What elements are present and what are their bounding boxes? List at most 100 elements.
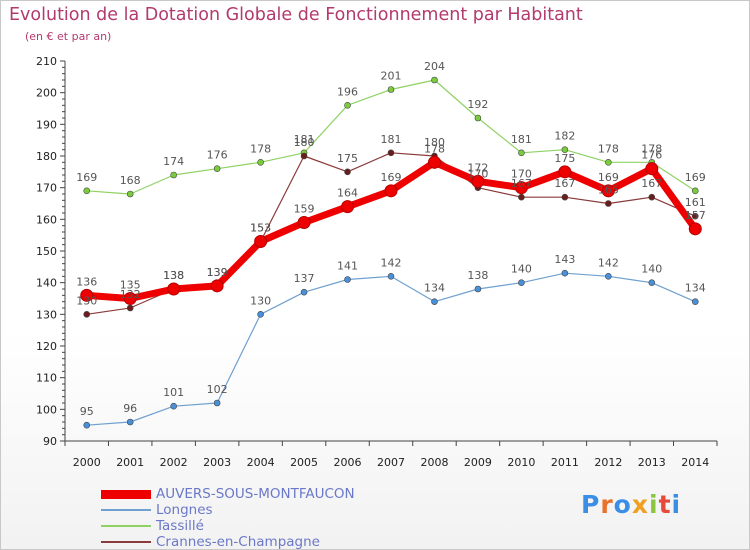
legend-label: Crannes-en-Champagne (156, 534, 320, 550)
data-label: 180 (424, 136, 445, 149)
data-label: 169 (598, 171, 619, 184)
logo-letter: P (581, 490, 601, 519)
data-label: 161 (685, 196, 706, 209)
data-point (431, 298, 438, 305)
data-label: 169 (685, 171, 706, 184)
data-point (300, 288, 308, 296)
data-label: 204 (424, 60, 445, 73)
data-label: 167 (554, 177, 575, 190)
data-point (83, 421, 91, 429)
y-tick-label: 180 (36, 150, 57, 163)
x-tick-label: 2009 (464, 456, 492, 469)
data-label: 138 (163, 269, 184, 282)
x-tick-label: 2011 (551, 456, 579, 469)
x-tick-label: 2007 (377, 456, 405, 469)
x-tick-label: 2002 (160, 456, 188, 469)
data-label: 102 (207, 383, 228, 396)
proxiti-logo: Proxiti (581, 490, 681, 519)
data-label: 175 (337, 152, 358, 165)
legend-label: AUVERS-SOUS-MONTFAUCON (156, 486, 355, 502)
data-point (518, 149, 525, 157)
data-label: 178 (250, 142, 271, 155)
x-tick-label: 2003 (203, 456, 231, 469)
data-label: 153 (250, 222, 271, 235)
data-label: 175 (554, 152, 575, 165)
data-point (257, 311, 264, 318)
data-point (648, 193, 656, 201)
x-tick-label: 2008 (420, 456, 448, 469)
chart-title: Evolution de la Dotation Globale de Fonc… (9, 5, 583, 25)
data-point (387, 86, 395, 93)
y-tick-label: 210 (36, 55, 57, 68)
data-label: 180 (294, 136, 315, 149)
x-tick-label: 2005 (290, 456, 318, 469)
data-point (518, 279, 525, 286)
y-tick-label: 200 (36, 87, 57, 100)
y-tick-label: 170 (36, 182, 57, 195)
data-point (561, 193, 569, 201)
data-label: 138 (163, 269, 184, 282)
data-point (80, 288, 94, 302)
data-point (561, 269, 569, 277)
data-label: 201 (381, 70, 402, 83)
data-point (558, 165, 572, 179)
data-point (648, 279, 656, 286)
logo-letter: o (613, 490, 632, 519)
data-label: 142 (381, 256, 402, 269)
data-label: 141 (337, 260, 358, 273)
x-tick-label: 2012 (594, 456, 622, 469)
data-point (123, 292, 137, 305)
x-tick-label: 2000 (73, 456, 101, 469)
data-label: 165 (598, 184, 619, 197)
data-label: 169 (76, 171, 97, 184)
data-label: 138 (467, 269, 488, 282)
y-tick-label: 110 (36, 372, 57, 385)
data-label: 101 (163, 386, 184, 399)
data-point (474, 285, 482, 293)
data-label: 196 (337, 85, 358, 98)
data-label: 140 (511, 263, 532, 276)
y-tick-label: 190 (36, 118, 57, 131)
data-point (387, 149, 395, 157)
data-point (601, 184, 615, 198)
data-point (167, 282, 181, 296)
y-tick-label: 100 (36, 403, 57, 416)
y-tick-label: 120 (36, 340, 57, 353)
data-point (474, 114, 482, 122)
y-tick-label: 150 (36, 245, 57, 258)
data-point (605, 159, 612, 166)
x-tick-label: 2004 (247, 456, 275, 469)
data-label: 181 (294, 133, 315, 146)
data-point (514, 181, 528, 195)
data-point (213, 165, 221, 172)
data-label: 143 (554, 253, 575, 266)
data-label: 170 (467, 168, 488, 181)
data-point (605, 200, 612, 207)
y-tick-label: 90 (43, 435, 57, 448)
data-label: 140 (641, 263, 662, 276)
data-point (344, 102, 351, 109)
data-label: 170 (511, 168, 532, 181)
chart-subtitle: (en € et par an) (25, 30, 112, 43)
legend-swatch (101, 541, 151, 543)
data-label: 130 (76, 294, 97, 307)
logo-letter: x (631, 490, 649, 519)
x-tick-label: 2006 (334, 456, 362, 469)
legend-swatch (101, 490, 151, 499)
data-label: 172 (467, 161, 488, 174)
data-label: 176 (207, 149, 228, 162)
data-label: 136 (76, 275, 97, 288)
data-point (471, 174, 485, 188)
data-label: 157 (685, 209, 706, 222)
data-label: 181 (381, 133, 402, 146)
series-line (86, 272, 696, 426)
data-label: 174 (163, 155, 184, 168)
legend-swatch (101, 525, 151, 527)
data-label: 159 (294, 203, 315, 216)
data-label: 178 (424, 142, 445, 155)
data-label: 139 (207, 266, 228, 279)
data-point (427, 155, 441, 169)
data-label: 96 (123, 402, 137, 415)
y-tick-label: 140 (36, 277, 57, 290)
